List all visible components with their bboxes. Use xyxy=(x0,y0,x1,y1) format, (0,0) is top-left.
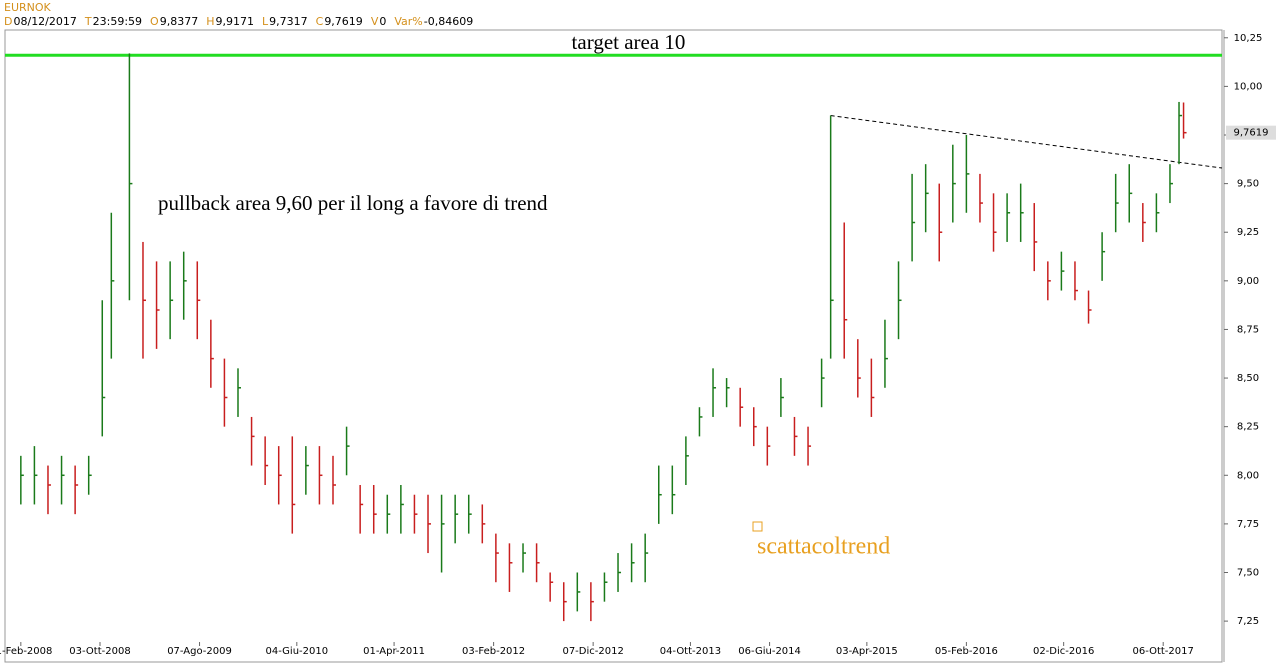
target-label: target area 10 xyxy=(572,30,686,54)
header-label: D xyxy=(4,15,12,28)
header-value: 23:59:59 xyxy=(93,15,142,28)
plot-frame xyxy=(4,29,1223,663)
x-tick-label: 03-Apr-2015 xyxy=(836,646,898,657)
header-label: O xyxy=(150,15,159,28)
x-tick-label: 03-Feb-2012 xyxy=(462,646,525,657)
last-price-box xyxy=(1226,125,1276,140)
header-value: 9,7317 xyxy=(269,15,308,28)
trendline xyxy=(830,115,1223,169)
y-tick-label: 10,00 xyxy=(1234,81,1263,92)
x-tick-label: 03-Ott-2008 xyxy=(69,646,130,657)
y-tick-label: 8,75 xyxy=(1237,324,1259,335)
header-label: V xyxy=(371,15,379,28)
x-tick-label: 04-Giu-2010 xyxy=(265,646,328,657)
y-tick-label: 7,75 xyxy=(1237,519,1259,530)
header-label: L xyxy=(262,15,269,28)
header-value: 9,9171 xyxy=(215,15,254,28)
x-tick-label: 01-Apr-2011 xyxy=(363,646,425,657)
header-value: 08/12/2017 xyxy=(13,15,76,28)
header-value: 9,7619 xyxy=(324,15,363,28)
watermark-icon xyxy=(752,521,763,532)
y-tick-label: 8,50 xyxy=(1237,373,1259,384)
y-tick-label: 7,50 xyxy=(1237,568,1259,579)
x-tick-label: 04-Ott-2013 xyxy=(660,646,721,657)
y-tick-label: 9,00 xyxy=(1237,276,1259,287)
header-value: 9,8377 xyxy=(160,15,199,28)
x-tick-label: 07-Dic-2012 xyxy=(562,646,623,657)
header-label: H xyxy=(206,15,214,28)
header-label: T xyxy=(84,15,92,28)
y-tick-label: 9,25 xyxy=(1237,227,1259,238)
header-label: C xyxy=(316,15,324,28)
annotation: pullback area 9,60 per il long a favore … xyxy=(158,191,548,215)
header-value: -0,84609 xyxy=(424,15,473,28)
x-tick-label: 06-Giu-2014 xyxy=(738,646,801,657)
x-tick-label: 01-Feb-2008 xyxy=(0,646,52,657)
y-tick-label: 9,50 xyxy=(1237,179,1259,190)
watermark: scattacoltrend xyxy=(757,534,890,560)
y-tick-label: 7,25 xyxy=(1237,616,1259,627)
y-tick-label: 8,00 xyxy=(1237,470,1259,481)
header-value: 0 xyxy=(379,15,386,28)
x-tick-label: 05-Feb-2016 xyxy=(935,646,998,657)
symbol: EURNOK xyxy=(4,1,52,14)
x-tick-label: 07-Ago-2009 xyxy=(167,646,232,657)
header-label: Var% xyxy=(394,15,422,28)
x-tick-label: 02-Dic-2016 xyxy=(1033,646,1094,657)
y-tick-label: 10,25 xyxy=(1234,33,1263,44)
y-tick-label: 8,25 xyxy=(1237,422,1259,433)
x-tick-label: 06-Ott-2017 xyxy=(1132,646,1193,657)
last-price-label: 9,7619 xyxy=(1234,128,1269,139)
